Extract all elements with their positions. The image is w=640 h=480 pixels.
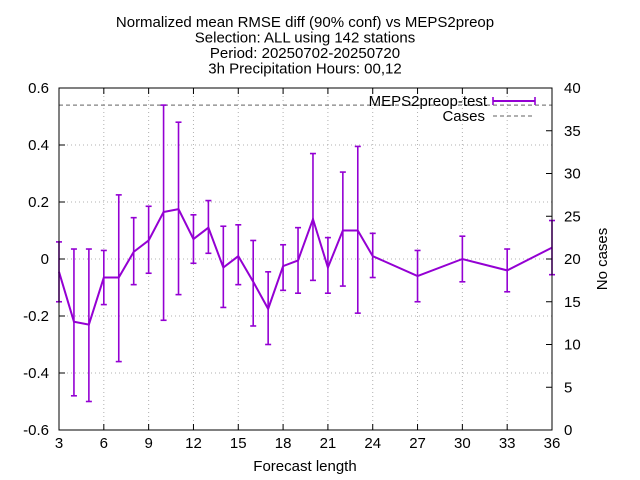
x-tick-label: 24 xyxy=(364,435,381,452)
y-tick-label: 0.6 xyxy=(28,80,49,97)
x-tick-label: 3 xyxy=(55,435,63,452)
y2-tick-label: 35 xyxy=(564,123,581,140)
y2-tick-label: 0 xyxy=(564,422,572,439)
x-tick-label: 6 xyxy=(100,435,108,452)
y2-tick-label: 30 xyxy=(564,166,581,183)
y2-tick-label: 15 xyxy=(564,294,581,311)
y-tick-label: 0.4 xyxy=(28,137,49,154)
y-tick-label: -0.6 xyxy=(23,422,49,439)
y2-axis-label: No cases xyxy=(594,228,611,291)
title-line: Normalized mean RMSE diff (90% conf) vs … xyxy=(116,14,494,31)
y2-tick-label: 25 xyxy=(564,208,581,225)
x-tick-label: 12 xyxy=(185,435,202,452)
error-bar xyxy=(235,224,242,286)
y2-axis-ticks: 0 5 10 15 20 25 30 35 40 xyxy=(546,80,581,439)
x-tick-label: 21 xyxy=(320,435,337,452)
title-line: Selection: ALL using 142 stations xyxy=(195,30,415,47)
x-tick-label: 15 xyxy=(230,435,247,452)
error-bar xyxy=(339,171,346,287)
x-axis-label: Forecast length xyxy=(253,458,356,475)
y2-tick-label: 20 xyxy=(564,251,581,268)
x-tick-label: 30 xyxy=(454,435,471,452)
y2-tick-label: 10 xyxy=(564,337,581,354)
y2-tick-label: 5 xyxy=(564,379,572,396)
x-axis-ticks: 3 6 9 12 15 18 21 24 27 30 33 36 xyxy=(55,88,561,452)
y-axis-ticks: -0.6 -0.4 -0.2 0 0.2 0.4 0.6 xyxy=(23,80,65,439)
x-tick-label: 27 xyxy=(409,435,426,452)
chart-title: Normalized mean RMSE diff (90% conf) vs … xyxy=(116,14,494,78)
x-tick-label: 9 xyxy=(144,435,152,452)
y-tick-label: -0.2 xyxy=(23,308,49,325)
y-tick-label: 0 xyxy=(41,251,49,268)
legend-key-main xyxy=(492,97,536,105)
y-tick-label: 0.2 xyxy=(28,194,49,211)
y2-tick-label: 40 xyxy=(564,80,581,97)
series-line xyxy=(58,208,553,326)
series-meps2preop-test xyxy=(56,104,555,403)
legend-label-cases: Cases xyxy=(442,108,485,125)
title-line: 3h Precipitation Hours: 00,12 xyxy=(208,61,401,78)
x-tick-label: 33 xyxy=(499,435,516,452)
legend-label-main: MEPS2preop-test xyxy=(369,93,488,110)
grid xyxy=(59,88,552,430)
x-tick-label: 36 xyxy=(544,435,561,452)
y-tick-label: -0.4 xyxy=(23,365,49,382)
title-line: Period: 20250702-20250720 xyxy=(210,45,400,62)
x-tick-label: 18 xyxy=(275,435,292,452)
